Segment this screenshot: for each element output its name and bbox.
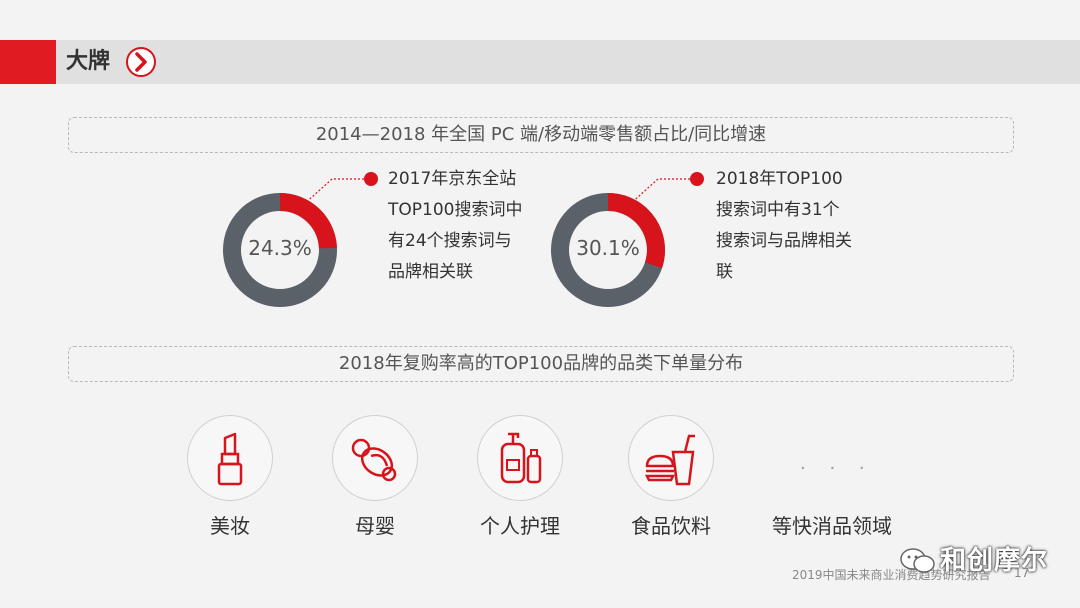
donut-chart-2	[551, 193, 665, 307]
category-label-fmcg: 等快消品领域	[772, 514, 892, 538]
note-text-2: 2018年TOP100 搜索词中有31个 搜索词与品牌相关 联	[716, 169, 852, 282]
toiletries-icon	[500, 432, 542, 484]
note-bullet-1	[364, 172, 378, 186]
wechat-icon	[900, 548, 935, 573]
donut-arc-2	[551, 193, 665, 307]
category-circle-cosmetics	[187, 415, 273, 501]
section-title-1: 2014—2018 年全国 PC 端/移动端零售额占比/同比增速	[315, 124, 767, 145]
category-label-food-beverage: 食品饮料	[631, 514, 711, 538]
section-title-box-1: 2014—2018 年全国 PC 端/移动端零售额占比/同比增速	[68, 117, 1014, 153]
donut-arc-1	[223, 193, 337, 307]
category-circle-personal-care	[477, 415, 563, 501]
note-bullet-2	[690, 172, 704, 186]
header-band	[0, 40, 1080, 84]
percent-label-2: 30.1%	[576, 236, 640, 260]
category-circle-food-beverage	[628, 415, 714, 501]
note-connector-2	[627, 178, 690, 207]
pacifier-icon	[351, 438, 397, 482]
page-title: 大牌	[66, 49, 111, 74]
section-title-2: 2018年复购率高的TOP100品牌的品类下单量分布	[338, 353, 744, 374]
page-number: 17	[1014, 566, 1030, 580]
category-label-cosmetics: 美妆	[210, 514, 250, 538]
donut-chart-1	[223, 193, 337, 307]
chevron-right-icon	[126, 47, 156, 77]
wechat-account-name: 和创摩尔	[940, 546, 1049, 576]
food-drink-icon	[644, 434, 695, 486]
header-accent-bar	[0, 40, 56, 84]
note-connector-1	[301, 178, 364, 207]
footer-source: 2019中国未来商业消费趋势研究报告	[792, 568, 991, 582]
percent-label-1: 24.3%	[248, 236, 312, 260]
category-circle-maternal	[332, 415, 418, 501]
note-text-1: 2017年京东全站 TOP100搜索词中 有24个搜索词与 品牌相关联	[388, 169, 523, 282]
category-label-maternal: 母婴	[355, 514, 395, 538]
section-title-box-2: 2018年复购率高的TOP100品牌的品类下单量分布	[68, 346, 1014, 382]
ellipsis-icon: · · ·	[800, 458, 874, 479]
category-label-personal-care: 个人护理	[480, 514, 560, 538]
lipstick-icon	[217, 432, 243, 486]
